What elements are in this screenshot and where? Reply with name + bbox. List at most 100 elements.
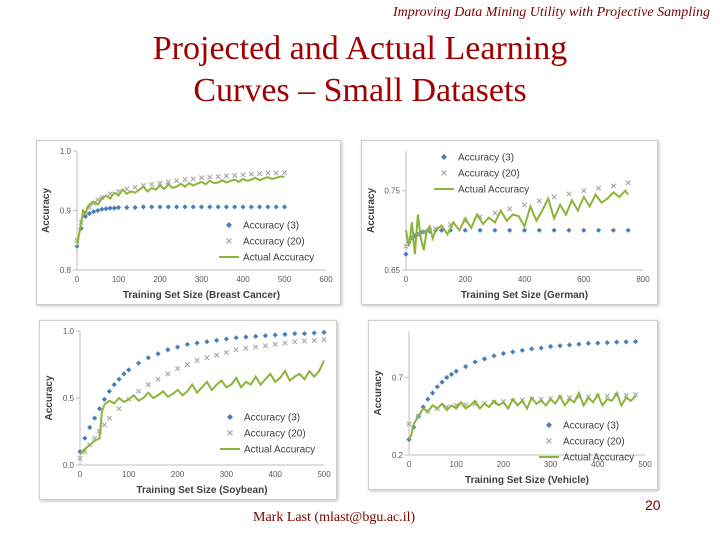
legend-label: Accuracy (3): [243, 221, 299, 232]
chart-svg: 0.8 0.9 1.0 0 100 200 300 400 500 600 Training Set…: [41, 147, 333, 301]
point-accuracy-20: [149, 181, 155, 187]
point-accuracy-3: [82, 435, 88, 441]
point-accuracy-20: [273, 170, 279, 176]
x-tick-label: 100: [112, 275, 126, 284]
point-accuracy-3: [91, 209, 97, 215]
point-accuracy-20: [106, 415, 112, 421]
legend-marker-accuracy-20: [227, 430, 233, 436]
point-accuracy-20: [257, 171, 263, 177]
point-accuracy-3: [135, 360, 142, 366]
point-accuracy-3: [614, 339, 620, 345]
point-accuracy-3: [595, 340, 601, 346]
point-accuracy-3: [232, 204, 238, 210]
point-accuracy-3: [126, 367, 132, 373]
x-tick-label: 0: [404, 275, 409, 284]
point-accuracy-3: [204, 339, 210, 345]
point-accuracy-3: [95, 207, 101, 214]
point-accuracy-20: [604, 393, 610, 399]
legend-label: Accuracy (20): [243, 237, 305, 248]
legend-label: Accuracy (3): [244, 413, 300, 424]
point-accuracy-20: [610, 183, 616, 189]
point-accuracy-3: [566, 342, 573, 348]
point-accuracy-3: [140, 204, 146, 210]
point-accuracy-20: [265, 170, 271, 176]
point-accuracy-3: [403, 251, 409, 257]
x-tick-label: 400: [518, 275, 532, 284]
point-accuracy-3: [184, 341, 190, 347]
x-tick-label: 300: [195, 275, 209, 284]
y-tick-label: 0.75: [384, 187, 400, 196]
chart-soybean: 0.0 0.5 1.0 0 100 200 300 400 500 Training Set Si…: [39, 320, 337, 500]
point-accuracy-3: [101, 396, 107, 402]
point-accuracy-3: [492, 227, 498, 233]
page-number: 20: [645, 497, 661, 513]
point-accuracy-3: [519, 347, 525, 353]
y-tick-label: 0.65: [384, 266, 400, 275]
point-accuracy-20: [521, 202, 528, 208]
y-tick-label: 1.0: [63, 327, 75, 336]
point-accuracy-3: [198, 204, 205, 210]
point-accuracy-3: [301, 331, 308, 337]
x-tick-label: 100: [450, 460, 464, 469]
point-accuracy-3: [581, 227, 587, 233]
x-tick-label: 200: [153, 275, 167, 284]
point-accuracy-3: [595, 227, 602, 233]
point-accuracy-20: [492, 210, 498, 216]
point-accuracy-3: [124, 204, 130, 211]
point-accuracy-3: [585, 340, 591, 346]
point-accuracy-3: [538, 345, 544, 351]
y-tick-label: 0.9: [60, 207, 72, 216]
point-accuracy-3: [507, 227, 513, 233]
point-accuracy-3: [253, 333, 259, 339]
point-accuracy-3: [610, 227, 616, 233]
point-accuracy-3: [149, 204, 155, 210]
chart-svg: 0.65 0.75 0 200 400 600 800 Training Set Size (…: [366, 151, 650, 301]
point-accuracy-3: [215, 204, 221, 210]
series-line-actual-accuracy: [408, 390, 637, 440]
point-accuracy-3: [510, 349, 516, 355]
point-accuracy-3: [521, 227, 528, 233]
point-accuracy-3: [145, 355, 151, 361]
x-tick-label: 500: [638, 460, 652, 469]
legend-label: Actual Accuracy: [563, 453, 634, 464]
point-accuracy-3: [439, 379, 445, 385]
point-accuracy-20: [301, 338, 308, 344]
point-accuracy-20: [132, 184, 138, 190]
legend-marker-accuracy-20: [441, 170, 447, 176]
point-accuracy-20: [215, 173, 221, 180]
x-axis-label: Training Set Size (Vehicle): [465, 475, 589, 486]
point-accuracy-20: [157, 180, 163, 186]
point-accuracy-3: [233, 335, 239, 341]
y-tick-label: 1.0: [60, 147, 72, 156]
point-accuracy-3: [103, 206, 109, 212]
point-accuracy-3: [111, 382, 117, 388]
point-accuracy-20: [124, 186, 130, 192]
point-accuracy-20: [174, 178, 180, 184]
point-accuracy-20: [551, 194, 557, 200]
slide-title: Projected and Actual Learning Curves – S…: [0, 28, 720, 112]
y-tick-label: 0.8: [60, 266, 72, 275]
x-axis-label: Training Set Size (Soybean): [136, 485, 267, 496]
legend-label: Accuracy (20): [244, 429, 306, 440]
point-accuracy-3: [155, 351, 161, 357]
point-accuracy-3: [477, 227, 483, 233]
point-accuracy-3: [491, 353, 497, 359]
x-axis-label: Training Set Size (German): [461, 290, 588, 301]
point-accuracy-3: [223, 204, 229, 210]
x-tick-label: 500: [278, 275, 292, 284]
point-accuracy-20: [182, 176, 188, 183]
point-accuracy-3: [472, 359, 478, 365]
point-accuracy-3: [92, 415, 98, 421]
point-accuracy-20: [145, 382, 151, 388]
point-accuracy-3: [444, 374, 450, 381]
point-accuracy-20: [536, 198, 542, 204]
footer-author: Mark Last (mlast@bgu.ac.il): [253, 510, 416, 525]
point-accuracy-3: [425, 396, 431, 402]
x-tick-label: 0: [75, 275, 80, 284]
point-accuracy-3: [576, 341, 582, 347]
point-accuracy-20: [223, 349, 229, 356]
legend-marker-accuracy-20: [546, 438, 552, 444]
legend-label: Accuracy (20): [563, 437, 625, 448]
point-accuracy-3: [243, 334, 249, 340]
point-accuracy-3: [481, 356, 488, 362]
